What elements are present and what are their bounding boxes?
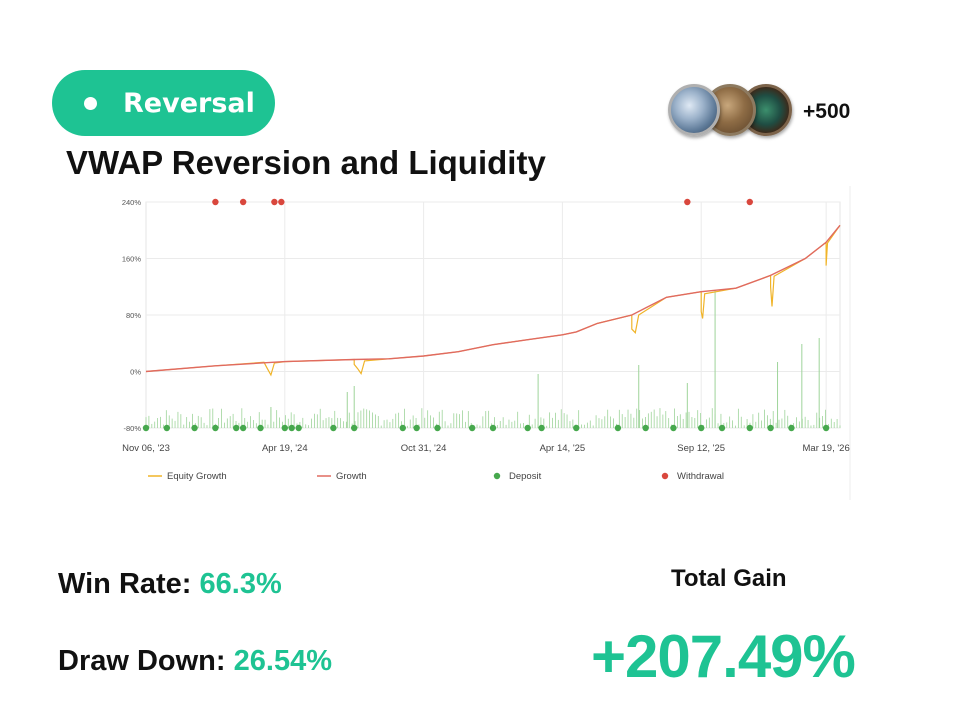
deposit-marker [163,424,171,432]
legend-label: Deposit [509,471,542,482]
deposit-marker [698,424,705,432]
deposit-marker [468,424,476,432]
drawdown-label: Draw Down: [58,645,226,677]
total-gain-label: Total Gain [671,565,787,592]
equity-chart-svg: 240% 160% 80% 0% -80% Nov 06, '23 Apr 19, '24 O… [122,186,851,500]
deposit-marker [330,424,337,432]
y-tick-label: 160% [122,255,142,264]
deposit-marker [295,424,302,432]
legend-label: Growth [336,471,367,482]
deposit-marker [718,424,726,432]
deposit-marker [573,424,580,432]
strategy-tag-label: Reversal [123,87,255,119]
deposit-marker [642,424,649,432]
withdrawal-marker [271,198,278,206]
strategy-title: VWAP Reversion and Liquidity [66,144,546,181]
equity-chart: 240% 160% 80% 0% -80% Nov 06, '23 Apr 19, '24 O… [112,186,852,500]
withdrawal-marker [278,198,285,206]
x-tick-label: Apr 14, '25 [540,443,586,454]
follower-avatars [668,84,798,140]
legend-label: Withdrawal [677,471,724,482]
deposit-marker [281,424,288,432]
deposit-marker [399,424,406,432]
deposit-marker [788,424,795,432]
win-rate-value: 66.3% [199,568,282,600]
legend-swatch [493,472,501,480]
coin-avatar-1 [668,84,720,136]
deposit-marker [351,424,358,432]
deposit-marker [239,424,247,432]
deposit-marker [822,424,830,432]
deposit-marker [746,424,753,432]
total-gain-value: +207.49% [591,623,856,690]
withdrawal-marker [684,198,691,206]
deposit-marker [524,424,531,432]
growth-line [145,224,841,373]
deposit-marker [257,424,264,432]
win-rate-stat: Win Rate: 66.3% [58,568,282,601]
deposit-marker [767,424,774,432]
x-tick-label: Sep 12, '25 [677,443,725,454]
y-tick-label: 80% [126,311,141,320]
deposit-marker [142,424,150,432]
deposit-marker [614,424,622,432]
dot-icon [84,96,97,110]
withdrawal-marker [239,198,247,206]
followers-count: +500 [803,100,851,123]
deposit-marker [288,424,295,432]
deposit-marker [538,424,545,432]
win-rate-label: Win Rate: [58,568,192,600]
drawdown-value: 26.54% [233,645,332,677]
drawdown-stat: Draw Down: 26.54% [58,645,332,678]
withdrawal-marker [212,198,219,206]
deposit-marker [191,424,198,432]
y-tick-label: -80% [123,424,141,433]
y-tick-label: 240% [122,198,142,207]
deposit-marker [670,424,677,432]
strategy-tag[interactable]: Reversal [52,70,275,136]
legend-label: Equity Growth [167,471,227,482]
deposit-marker [434,424,441,432]
x-tick-label: Apr 19, '24 [262,443,308,454]
legend-swatch [661,472,669,480]
x-tick-label: Mar 19, '26 [803,443,850,454]
x-tick-label: Nov 06, '23 [122,443,170,454]
deposit-marker [233,424,240,432]
deposit-marker [413,424,420,432]
withdrawal-marker [746,198,753,206]
deposit-marker [212,424,219,432]
x-tick-label: Oct 31, '24 [401,443,447,454]
y-tick-label: 0% [130,368,141,377]
deposit-marker [489,424,497,432]
